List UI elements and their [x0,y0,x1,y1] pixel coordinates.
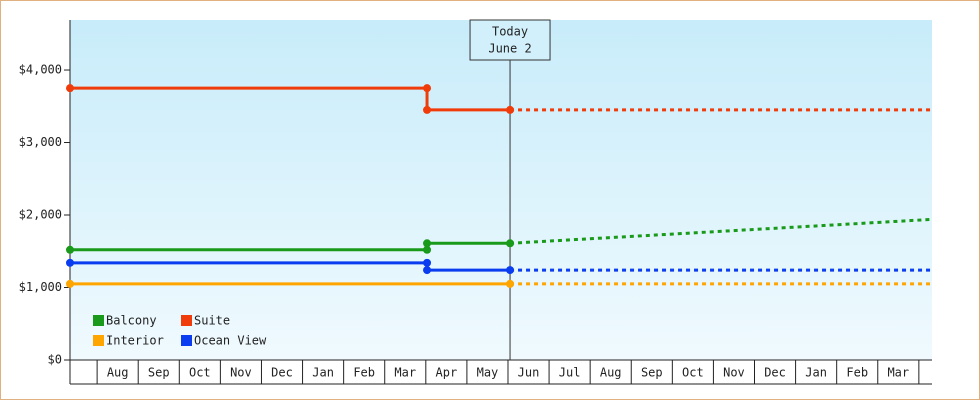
point [506,105,515,114]
x-tick-label: Aug [600,366,622,380]
legend-swatch [181,315,192,326]
point [423,258,432,267]
plot-area [70,20,932,360]
point [423,245,432,254]
x-tick-label: Dec [764,366,786,380]
today-box [469,19,551,61]
x-tick-label: Jan [805,366,827,380]
today-label: Today [492,25,528,39]
legend-swatch [181,335,192,346]
point [66,245,74,254]
x-tick-label: Sep [641,366,663,380]
x-tick-label: Feb [353,366,375,380]
legend-swatch [93,335,104,346]
x-tick-label: Aug [107,366,129,380]
legend-label: Ocean View [194,334,267,348]
x-tick-label: Feb [846,366,868,380]
x-tick-label: Jun [518,366,540,380]
y-tick-label: $3,000 [19,135,62,149]
x-tick-label: Oct [189,366,211,380]
point [423,84,432,93]
point [66,258,74,267]
x-tick-label: Dec [271,366,293,380]
x-tick-label: Mar [394,366,416,380]
y-tick-label: $1,000 [19,280,62,294]
legend-swatch [93,315,104,326]
y-tick-label: $4,000 [19,63,62,77]
legend-label: Balcony [106,314,157,328]
legend-label: Suite [194,314,230,328]
point [66,84,74,93]
x-tick-label: Oct [682,366,704,380]
y-tick-label: $2,000 [19,208,62,222]
x-tick-label: Nov [230,366,252,380]
point [423,105,432,114]
x-tick-label: Jan [312,366,334,380]
projection-line [509,217,933,245]
point [423,266,432,275]
x-tick-label: May [477,366,499,380]
point [506,266,515,275]
x-tick-label: Sep [148,366,170,380]
point [506,279,515,288]
y-tick-label: $0 [48,353,62,367]
x-tick-label: Apr [436,366,458,380]
legend-label: Interior [106,334,164,348]
point [506,239,515,248]
point [423,239,432,248]
series-line [70,86,511,112]
x-tick-label: Nov [723,366,745,380]
x-tick-label: Mar [887,366,909,380]
x-tick-label: Jul [559,366,581,380]
point [66,279,74,288]
today-label: June 2 [488,42,531,56]
